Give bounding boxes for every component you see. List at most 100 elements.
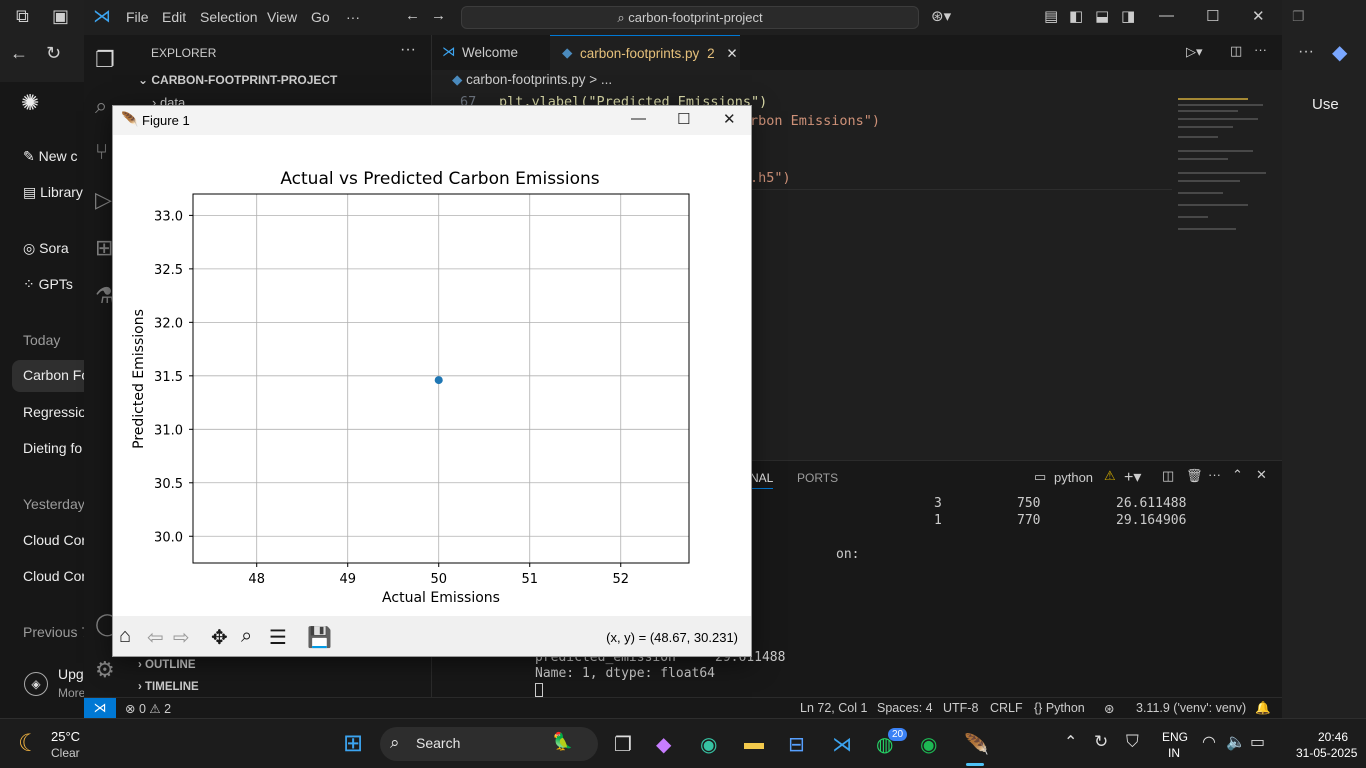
language-label[interactable]: ENG <box>1162 730 1189 744</box>
tab-carbon-footprints[interactable]: ◆ carbon-footprints.py 2 ✕ <box>550 35 740 70</box>
start-icon[interactable]: ⊞ <box>343 730 364 757</box>
file-explorer-icon[interactable]: ▬ <box>744 732 764 754</box>
new-chat-item[interactable]: ✎ New c <box>23 148 78 164</box>
explorer-more-icon[interactable]: ··· <box>400 41 416 58</box>
chat-item-carbon[interactable]: Carbon Fo <box>12 360 84 392</box>
run-python-icon[interactable]: ▷▾ <box>1186 44 1203 59</box>
refresh-icon[interactable]: ↻ <box>46 43 62 63</box>
problems-status[interactable]: ⊗ 0 ⚠ 2 <box>125 702 172 716</box>
settings-gear-icon[interactable]: ⚙ <box>95 657 115 682</box>
toggle-secondary-icon[interactable]: ◨ <box>1121 8 1136 25</box>
vscode-taskbar-icon[interactable]: ⋊ <box>832 734 852 756</box>
breadcrumb[interactable]: ◆ carbon-footprints.py > ... <box>452 72 613 87</box>
copilot-chat-icon[interactable]: ⊛▾ <box>931 8 952 25</box>
nav-forward-icon[interactable]: → <box>431 7 446 24</box>
wifi-icon[interactable]: ◠ <box>1202 734 1216 751</box>
maximize-restore-icon[interactable]: ❐ <box>1292 8 1305 24</box>
tab-welcome[interactable]: ⋊ Welcome <box>442 44 519 60</box>
gpts-item[interactable]: ⁘ GPTs <box>23 276 73 292</box>
weather-temp[interactable]: 25°C <box>51 729 81 744</box>
store-icon[interactable]: ⊟ <box>788 734 805 756</box>
zoom-icon[interactable]: ⌕ <box>241 625 253 647</box>
whatsapp-icon[interactable]: ◍ <box>876 734 894 756</box>
home-icon[interactable]: ⌂ <box>119 625 132 647</box>
battery-icon[interactable]: ▭ <box>1250 734 1266 751</box>
volume-icon[interactable]: 🔈 <box>1226 734 1246 751</box>
chatgpt-logo-icon[interactable]: ✺ <box>21 90 40 115</box>
tab-close-icon[interactable]: ✕ <box>726 46 738 61</box>
search-view-icon[interactable]: ⌕ <box>95 93 108 118</box>
menu-file[interactable]: File <box>126 9 149 25</box>
tab-terminal[interactable]: NAL <box>750 471 774 489</box>
minimap[interactable] <box>1172 92 1270 458</box>
layout-customize-icon[interactable]: ▤ <box>1044 8 1059 25</box>
split-terminal-icon[interactable]: ◫ <box>1162 468 1175 483</box>
pan-icon[interactable]: ✥ <box>211 627 228 649</box>
remote-icon[interactable]: ⋊ <box>84 698 116 719</box>
project-folder[interactable]: ⌄ CARBON-FOOTPRINT-PROJECT <box>138 73 338 87</box>
clock-time[interactable]: 20:46 <box>1318 730 1349 744</box>
toggle-sidebar-icon[interactable]: ◧ <box>1069 8 1084 25</box>
python-feather-icon[interactable]: 🪶 <box>964 734 989 756</box>
close-icon[interactable]: ✕ <box>1252 8 1265 25</box>
chat-item-cloud-2[interactable]: Cloud Cor <box>23 568 84 584</box>
show-hidden-icon[interactable]: ⌃ <box>1064 734 1078 751</box>
interpreter[interactable]: 3.11.9 ('venv': venv) <box>1136 701 1247 715</box>
sync-icon[interactable]: ↻ <box>1094 732 1109 751</box>
menu-go[interactable]: Go <box>311 9 330 25</box>
panel-more-icon[interactable]: ··· <box>1208 467 1221 482</box>
terminal-name[interactable]: python <box>1054 470 1094 485</box>
command-center-search[interactable]: ⌕ carbon-footprint-project <box>461 6 919 29</box>
notifications-icon[interactable]: 🔔 <box>1255 701 1271 715</box>
encoding[interactable]: UTF-8 <box>943 701 979 715</box>
menu-selection[interactable]: Selection <box>200 9 258 25</box>
configure-subplots-icon[interactable]: ☰ <box>269 627 287 649</box>
library-item[interactable]: ▤ Library <box>23 184 83 200</box>
spotify-icon[interactable]: ◉ <box>920 734 938 756</box>
browser-menu-icon[interactable]: ··· <box>1298 43 1314 60</box>
tab-ports[interactable]: PORTS <box>797 471 839 485</box>
sora-item[interactable]: ◎ Sora <box>23 240 69 256</box>
toggle-panel-icon[interactable]: ⬓ <box>1095 8 1110 25</box>
explorer-icon[interactable]: ❐ <box>95 47 115 72</box>
back-arrow-icon[interactable]: ⇦ <box>147 627 164 649</box>
figure-close-icon[interactable]: ✕ <box>723 111 736 128</box>
copilot-icon[interactable]: ◆ <box>1332 42 1348 64</box>
figure-minimize-icon[interactable]: — <box>631 110 646 127</box>
nav-back-icon[interactable]: ← <box>405 7 420 24</box>
extensions-icon[interactable]: ⊞ <box>95 235 114 260</box>
menu-edit[interactable]: Edit <box>162 9 187 25</box>
copilot-status-icon[interactable]: ⊛ <box>1104 702 1115 716</box>
back-icon[interactable]: ← <box>10 43 28 63</box>
maximize-icon[interactable]: ☐ <box>1206 8 1220 25</box>
timeline-section[interactable]: › TIMELINE <box>138 681 199 693</box>
testing-icon[interactable]: ⚗ <box>95 283 115 308</box>
figure-titlebar[interactable]: 🪶 Figure 1 — ☐ ✕ <box>113 106 751 135</box>
upgrade-icon[interactable]: ◈ <box>24 672 48 696</box>
edge-icon[interactable]: ◉ <box>700 734 718 756</box>
upgrade-label[interactable]: Upg <box>58 666 84 682</box>
menu-view[interactable]: View <box>267 9 298 25</box>
maximize-panel-icon[interactable]: ⌃ <box>1232 467 1243 482</box>
taskbar-search[interactable]: ⌕ Search 🦜 <box>380 727 598 761</box>
copilot-app-icon[interactable]: ◆ <box>656 734 672 756</box>
task-view-icon[interactable]: ❐ <box>614 734 632 756</box>
weather-icon[interactable]: ☾ <box>18 730 40 757</box>
kill-terminal-icon[interactable]: 🗑 <box>1186 468 1203 483</box>
split-editor-icon[interactable]: ◫ <box>1230 43 1243 58</box>
menu-more[interactable]: ··· <box>346 9 360 25</box>
chat-item-cloud-1[interactable]: Cloud Cor <box>23 532 84 548</box>
indentation[interactable]: Spaces: 4 <box>877 701 933 715</box>
chat-item-regression[interactable]: Regressio <box>23 404 84 420</box>
new-terminal-icon[interactable]: +▾ <box>1124 469 1142 486</box>
cursor-position[interactable]: Ln 72, Col 1 <box>800 701 868 715</box>
tab-actions-icon[interactable]: ▣ <box>52 6 70 26</box>
editor-more-icon[interactable]: ··· <box>1254 42 1267 57</box>
scatter-plot[interactable]: Actual vs Predicted Carbon Emissions 48 4… <box>113 135 751 616</box>
save-figure-icon[interactable]: 💾 <box>307 627 332 649</box>
workspaces-icon[interactable]: ⧉ <box>16 6 29 26</box>
run-debug-icon[interactable]: ▷ <box>95 187 112 212</box>
chat-item-dieting[interactable]: Dieting fo <box>23 440 83 456</box>
line-ending[interactable]: CRLF <box>990 701 1023 715</box>
minimize-icon[interactable]: — <box>1159 7 1174 24</box>
